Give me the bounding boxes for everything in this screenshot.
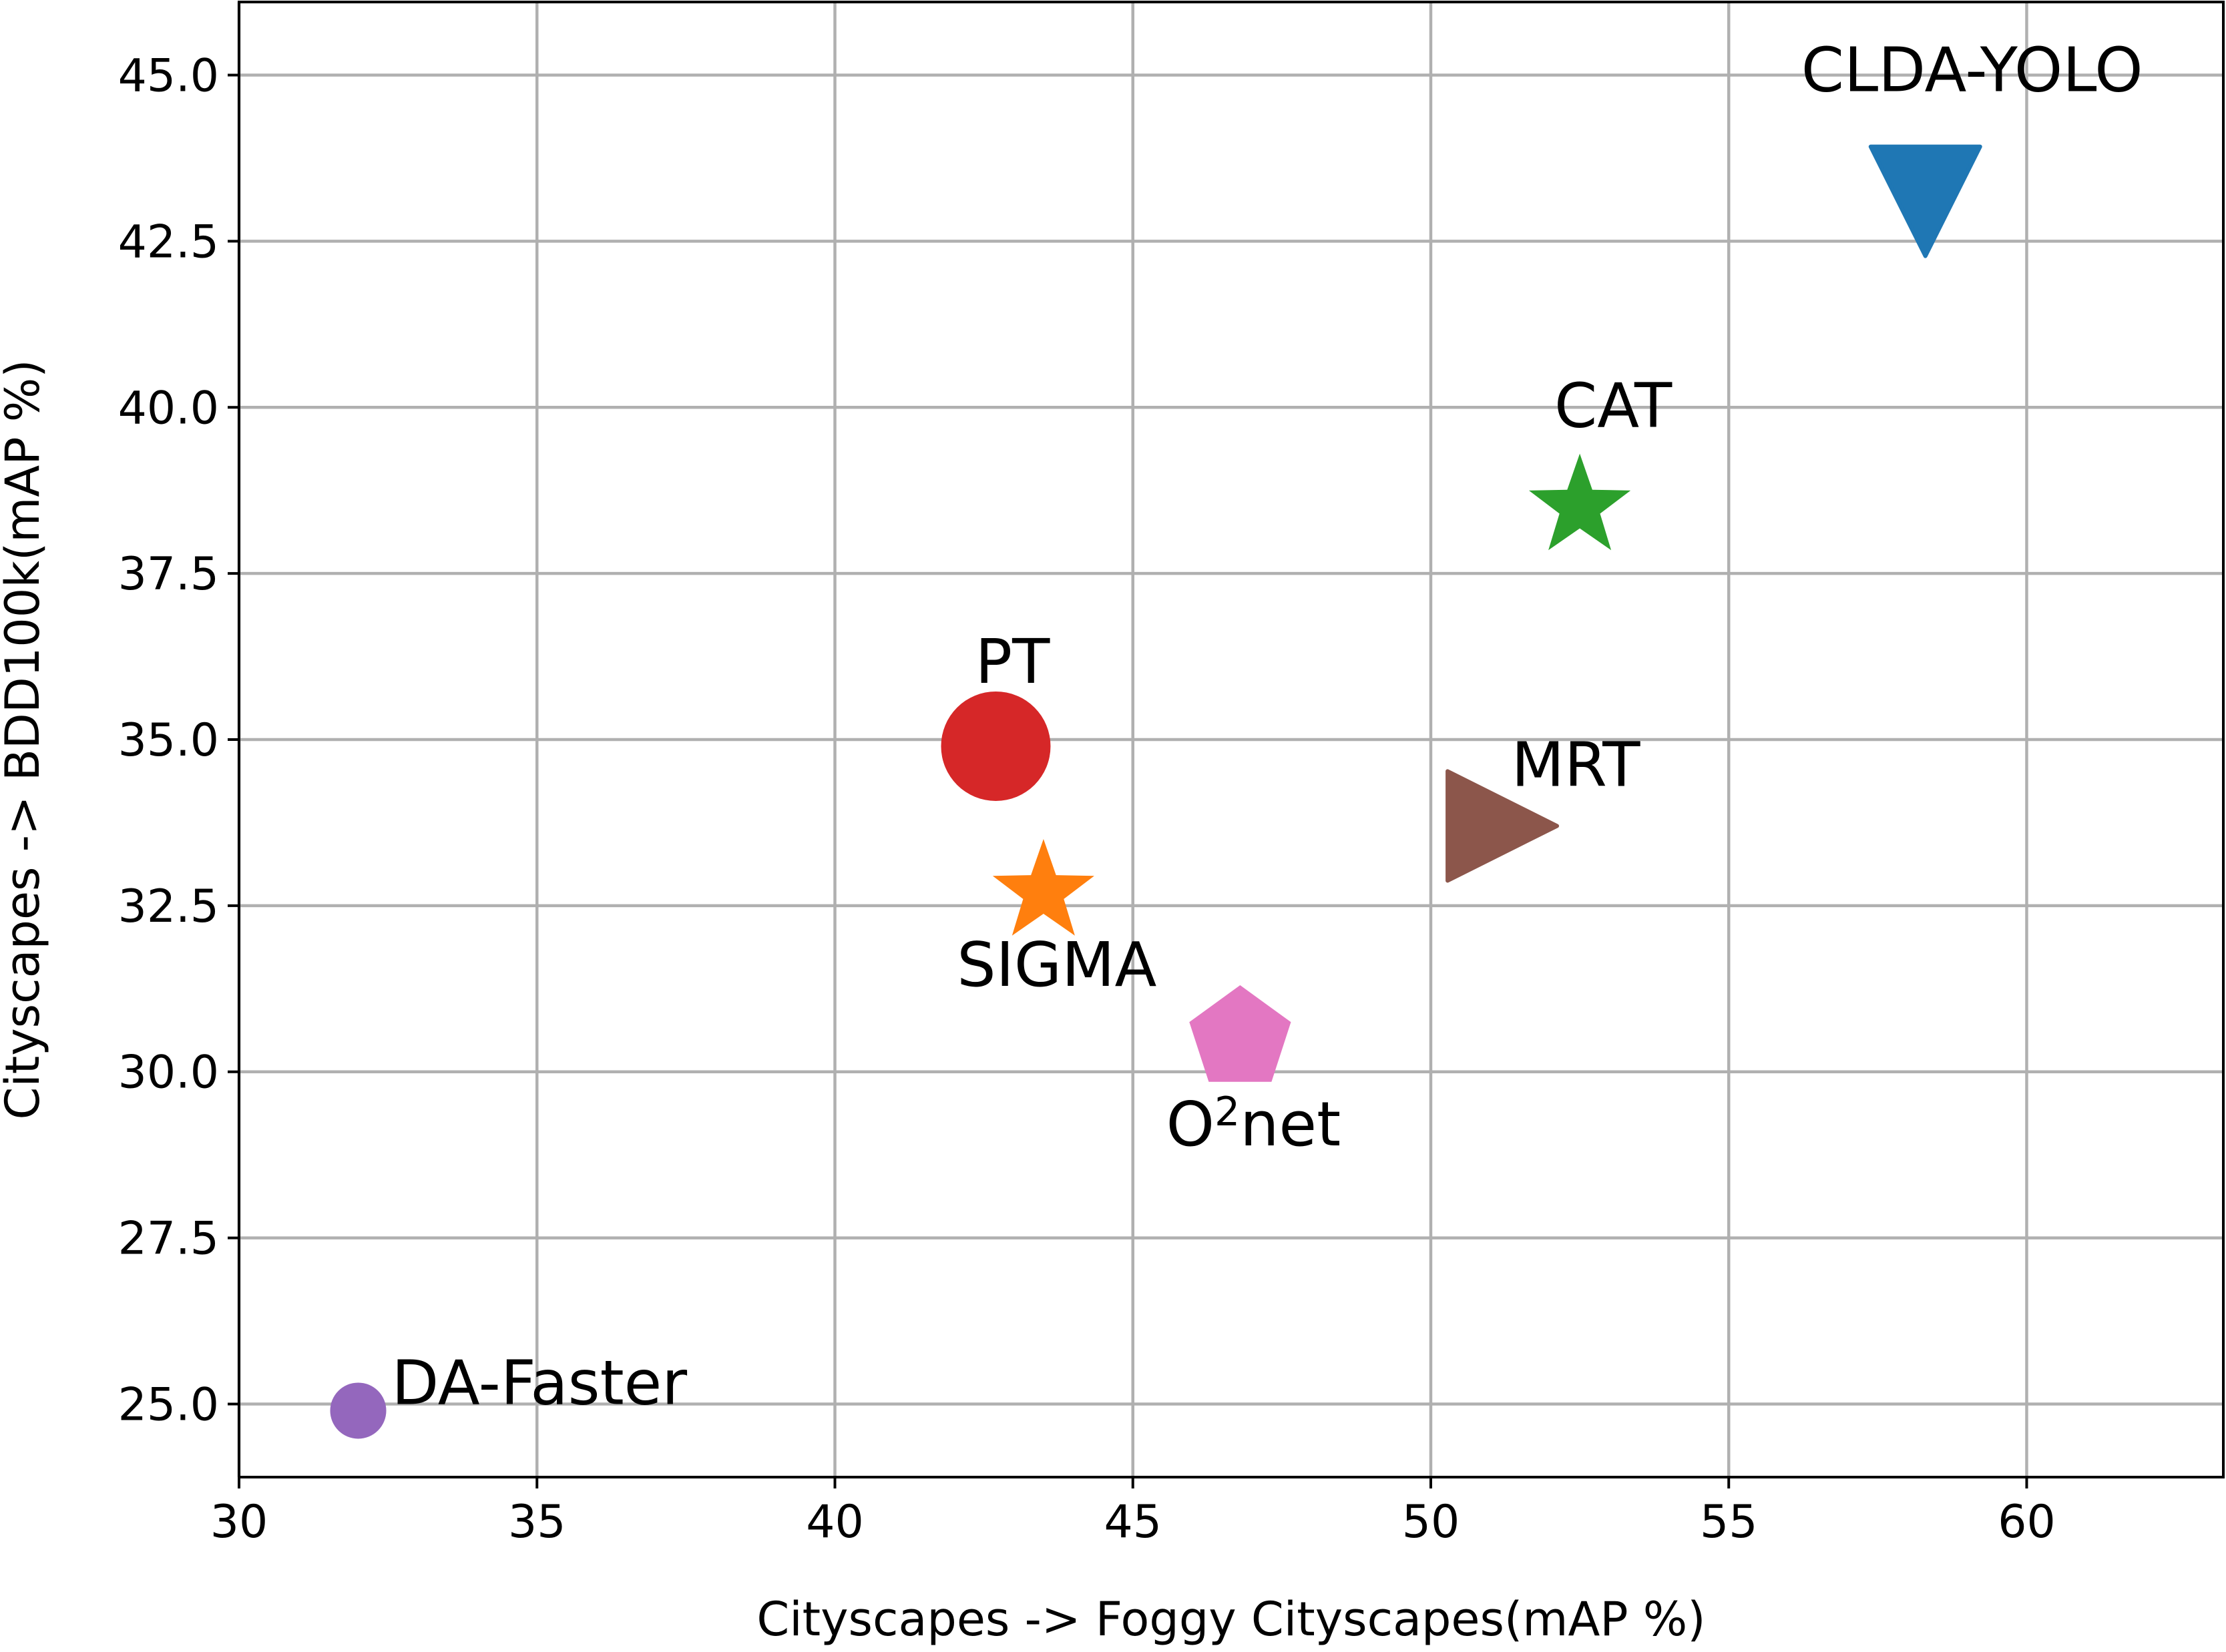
y-tick-label: 45.0 xyxy=(118,50,219,103)
y-tick-label: 35.0 xyxy=(118,714,219,767)
x-axis-title: Cityscapes -> Foggy Cityscapes(mAP %) xyxy=(756,1592,1705,1647)
label-o-net: O2net xyxy=(1166,1089,1341,1160)
data-points xyxy=(330,144,1982,1439)
point-cat xyxy=(1529,453,1631,551)
x-tick-label: 50 xyxy=(1402,1496,1460,1549)
label-clda-yolo: CLDA-YOLO xyxy=(1801,35,2143,106)
point-da-faster xyxy=(330,1382,387,1439)
label-sigma: SIGMA xyxy=(957,929,1156,1001)
y-tick-label: 40.0 xyxy=(118,382,219,435)
x-tick-label: 60 xyxy=(1998,1496,2056,1549)
y-tick-label: 42.5 xyxy=(118,216,219,268)
y-axis-ticks: 25.0 27.5 30.0 32.5 35.0 37.5 40.0 42.5 45.0 xyxy=(118,50,239,1431)
x-tick-label: 40 xyxy=(806,1496,864,1549)
point-pt xyxy=(941,691,1051,801)
y-tick-label: 30.0 xyxy=(118,1047,219,1099)
grid xyxy=(237,2,2223,1477)
point-mrt xyxy=(1445,769,1560,883)
y-tick-label: 37.5 xyxy=(118,548,219,601)
label-da-faster: DA-Faster xyxy=(391,1347,687,1418)
x-tick-label: 35 xyxy=(508,1496,566,1549)
point-labels: DA-Faster PT SIGMA O2net MRT CAT CLDA-YOLO xyxy=(391,35,2143,1419)
label-pt: PT xyxy=(975,626,1050,698)
label-mrt: MRT xyxy=(1512,729,1641,800)
x-axis-ticks: 30 35 40 45 50 55 60 xyxy=(210,1477,2056,1549)
label-cat: CAT xyxy=(1554,370,1673,442)
y-axis-title: Cityscapes -> BDD100k(mAP %) xyxy=(0,359,50,1119)
y-tick-label: 32.5 xyxy=(118,880,219,933)
y-tick-label: 25.0 xyxy=(118,1378,219,1431)
y-tick-label: 27.5 xyxy=(118,1213,219,1266)
x-tick-label: 55 xyxy=(1700,1496,1758,1549)
x-tick-label: 45 xyxy=(1104,1496,1162,1549)
x-tick-label: 30 xyxy=(210,1496,268,1549)
point-sigma xyxy=(992,839,1094,936)
point-clda-yolo xyxy=(1868,144,1982,258)
point-o-net xyxy=(1189,985,1291,1082)
